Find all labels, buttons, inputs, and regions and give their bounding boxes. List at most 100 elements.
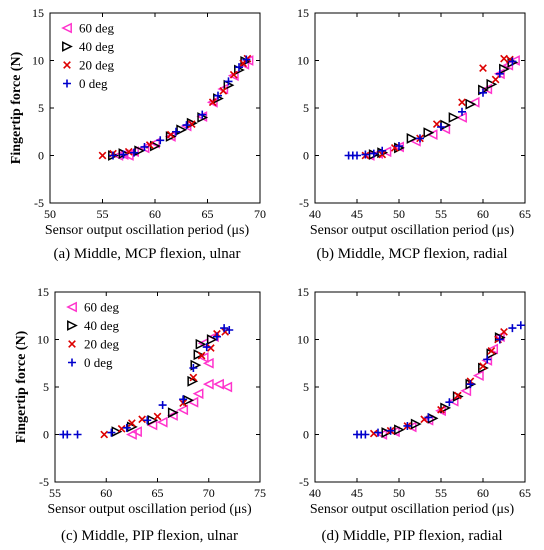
data-point xyxy=(374,428,382,437)
series-40-deg xyxy=(381,332,506,439)
legend-marker xyxy=(63,79,71,88)
data-point xyxy=(156,416,168,428)
data-point xyxy=(219,87,228,95)
data-point xyxy=(182,121,191,130)
series-60-deg xyxy=(363,55,520,161)
chart-panel-4: 40 45 50 55 60 65 -5 0 5 10 15 Sensor output oscill… xyxy=(297,285,531,544)
y-tick-label: 15 xyxy=(32,6,44,20)
data-point xyxy=(202,343,211,352)
data-point xyxy=(212,332,221,341)
data-point xyxy=(437,405,445,414)
data-point xyxy=(130,148,138,157)
data-point xyxy=(458,98,466,107)
legend-label: 40 deg xyxy=(84,318,120,333)
data-point xyxy=(158,401,167,410)
y-axis-label: Fingertip force (N) xyxy=(14,330,29,443)
y-tick-label: 10 xyxy=(297,333,309,347)
series-0-deg xyxy=(109,55,251,160)
data-point xyxy=(500,328,508,336)
legend-marker xyxy=(68,340,76,348)
panel-caption: (b) Middle, MCP flexion, radial xyxy=(316,246,507,262)
legend-marker xyxy=(68,358,76,367)
y-tick-label: 5 xyxy=(303,380,309,394)
data-point xyxy=(119,150,128,159)
data-point xyxy=(465,98,477,110)
y-tick-label: 10 xyxy=(32,54,44,68)
data-point xyxy=(192,388,204,400)
data-point xyxy=(486,78,498,90)
data-point xyxy=(516,321,525,330)
data-point xyxy=(73,430,82,439)
plot-frame xyxy=(314,12,526,204)
data-point xyxy=(440,119,452,131)
legend-label: 40 deg xyxy=(79,39,115,54)
data-point xyxy=(495,69,504,78)
x-tick-label: 45 xyxy=(351,207,363,221)
data-point xyxy=(189,373,198,382)
data-point xyxy=(369,149,378,158)
series-40-deg xyxy=(111,334,218,438)
data-point xyxy=(186,117,198,129)
chart-panel-3: 55 60 65 70 75 -5 0 5 10 15 Sensor output oscillat… xyxy=(14,285,266,544)
data-point xyxy=(495,335,504,344)
data-point xyxy=(394,424,405,436)
series-0-deg xyxy=(59,324,234,439)
x-tick-label: 65 xyxy=(152,486,164,500)
series-40-deg xyxy=(368,56,519,160)
data-point xyxy=(195,338,207,350)
legend-label: 60 deg xyxy=(79,21,115,36)
legend-label: 20 deg xyxy=(79,58,115,73)
data-point xyxy=(453,391,462,400)
data-point xyxy=(395,142,403,150)
data-point xyxy=(479,362,487,370)
data-point xyxy=(445,398,454,407)
data-point xyxy=(100,430,109,439)
legend-marker xyxy=(62,41,73,52)
series-0-deg xyxy=(353,321,525,439)
x-axis-label: Sensor output oscillation period (μs) xyxy=(310,502,515,517)
series-20-deg xyxy=(100,328,230,439)
data-point xyxy=(126,421,138,433)
y-tick-label: 15 xyxy=(297,285,309,299)
data-point xyxy=(361,150,370,159)
x-tick-label: 50 xyxy=(44,207,56,221)
data-point xyxy=(63,430,72,439)
panel-caption: (a) Middle, MCP flexion, ulnar xyxy=(54,246,241,262)
series-20-deg xyxy=(369,328,508,438)
data-point xyxy=(117,424,126,433)
data-point xyxy=(149,137,160,149)
x-tick-label: 50 xyxy=(393,486,405,500)
x-tick-label: 55 xyxy=(49,486,61,500)
y-tick-label: 0 xyxy=(303,428,309,442)
y-tick-label: 0 xyxy=(303,149,309,163)
data-point xyxy=(143,416,152,425)
data-point xyxy=(177,404,189,416)
x-tick-label: 70 xyxy=(254,207,266,221)
data-point xyxy=(452,391,464,402)
x-tick-label: 60 xyxy=(149,207,161,221)
y-tick-label: -5 xyxy=(34,196,44,210)
data-point xyxy=(229,70,238,79)
data-point xyxy=(361,430,370,439)
data-point xyxy=(179,395,188,404)
data-point xyxy=(224,77,233,86)
data-point xyxy=(458,107,466,116)
data-point xyxy=(410,418,422,430)
data-point xyxy=(109,151,117,160)
x-tick-label: 65 xyxy=(519,486,531,500)
data-point xyxy=(369,429,378,438)
chart-panel-2: 40 45 50 55 60 65 -5 0 5 10 15 Sensor output oscill… xyxy=(297,6,531,262)
x-tick-label: 60 xyxy=(477,486,489,500)
data-point xyxy=(122,423,131,432)
legend: 60 deg 40 deg 20 deg 0 deg xyxy=(61,21,115,91)
x-tick-label: 65 xyxy=(519,207,531,221)
data-point xyxy=(166,410,178,421)
data-point xyxy=(183,394,195,406)
x-tick-label: 75 xyxy=(254,486,266,500)
x-tick-label: 55 xyxy=(435,207,447,221)
data-point xyxy=(187,120,196,129)
series-40-deg xyxy=(108,56,252,161)
y-tick-label: 5 xyxy=(303,101,309,115)
x-axis-label: Sensor output oscillation period (μs) xyxy=(45,223,250,238)
